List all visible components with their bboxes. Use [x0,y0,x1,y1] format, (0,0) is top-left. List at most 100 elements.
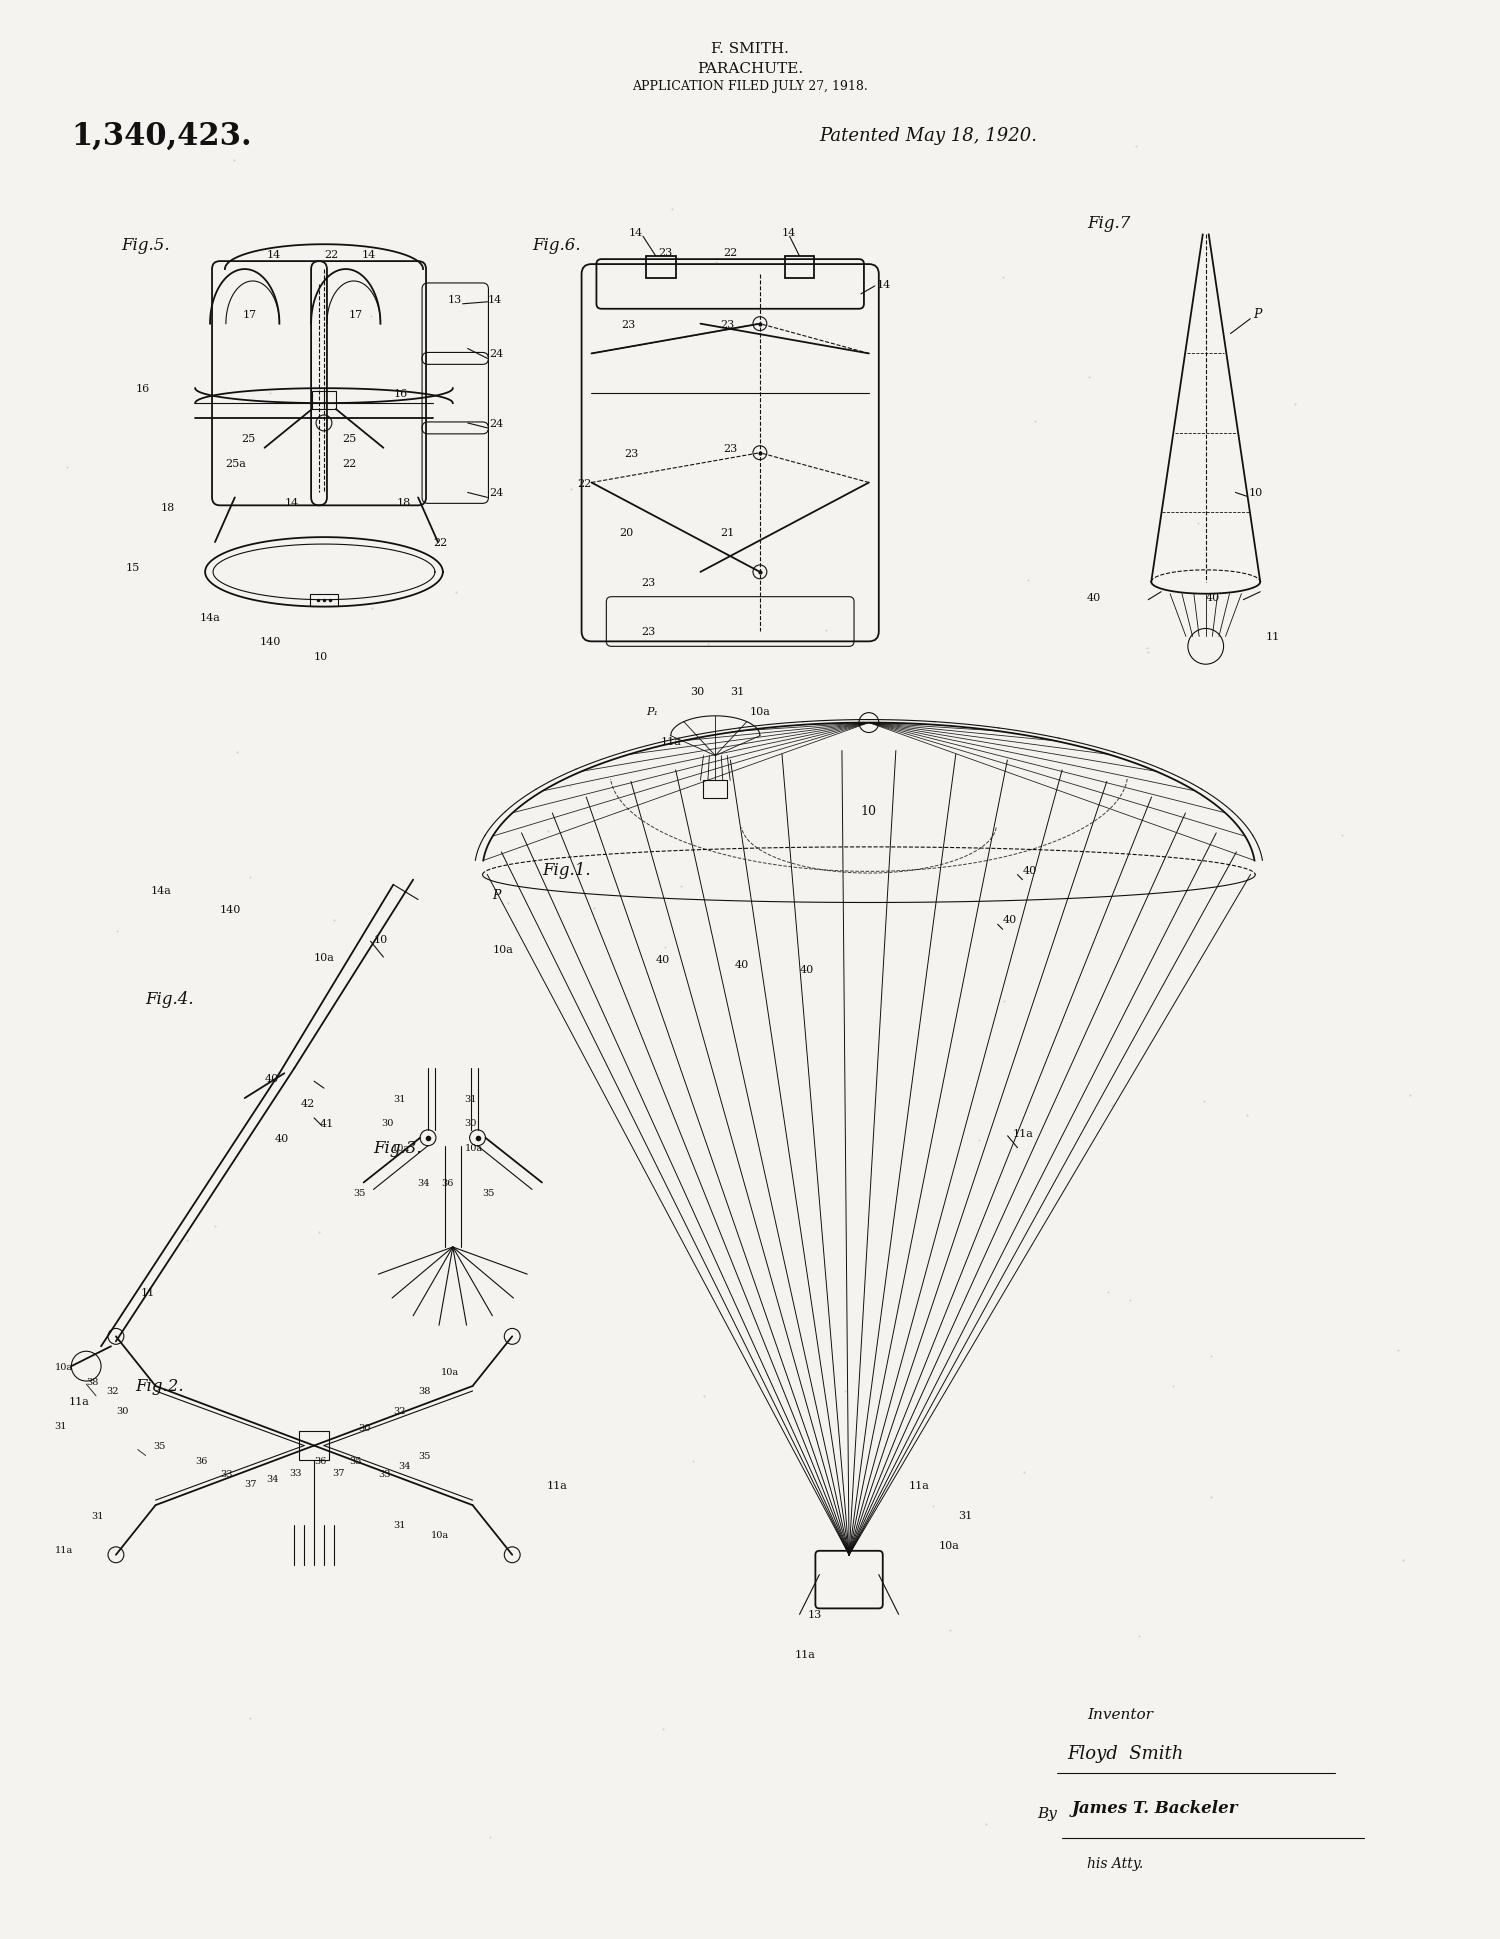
Text: 40: 40 [1002,915,1017,925]
Text: 14: 14 [628,229,644,238]
Text: 37: 37 [332,1468,345,1478]
Text: 11a: 11a [548,1481,568,1491]
Text: 10a: 10a [430,1530,448,1540]
Text: 17: 17 [348,310,363,320]
Text: 31: 31 [393,1520,406,1530]
Text: 13: 13 [807,1609,822,1619]
Text: Fig.7: Fig.7 [1088,215,1130,233]
Text: 21: 21 [720,527,735,537]
Text: 140: 140 [220,906,242,915]
Text: 1,340,423.: 1,340,423. [72,120,252,151]
Text: 10a: 10a [392,1144,410,1152]
Text: 23: 23 [723,444,738,454]
Text: 40: 40 [1023,865,1036,874]
Text: 14: 14 [878,279,891,289]
Text: Fig.6.: Fig.6. [532,237,580,254]
Text: 11a: 11a [54,1545,72,1555]
Text: Fig.2.: Fig.2. [135,1379,184,1394]
Text: 22: 22 [433,537,447,549]
Text: 18: 18 [160,502,176,514]
Text: 32: 32 [106,1386,118,1396]
Text: 10a: 10a [54,1361,72,1371]
Text: 40: 40 [656,954,670,964]
Text: 25: 25 [242,434,255,444]
Text: 23: 23 [640,626,656,638]
Text: P₁: P₁ [646,706,658,717]
Text: 40: 40 [264,1074,279,1084]
Bar [784,258,814,279]
Text: 38: 38 [86,1377,99,1386]
Text: 14: 14 [267,250,280,260]
Text: Fig.3.: Fig.3. [374,1140,422,1158]
Text: 14: 14 [362,250,376,260]
Text: 31: 31 [958,1510,972,1520]
Text: 32: 32 [393,1406,406,1415]
Text: 24: 24 [489,349,504,359]
Text: Inventor: Inventor [1088,1706,1152,1720]
Text: 40: 40 [274,1132,288,1144]
Text: 23: 23 [621,320,636,330]
Text: 16: 16 [135,384,150,394]
Bar [310,595,338,607]
Text: 10: 10 [374,935,388,944]
Text: 10a: 10a [441,1367,459,1377]
Text: Floyd  Smith: Floyd Smith [1066,1745,1184,1763]
Text: 17: 17 [243,310,256,320]
Text: 22: 22 [723,248,738,258]
Text: 30: 30 [358,1423,370,1433]
Text: 31: 31 [92,1510,104,1520]
Text: 11: 11 [1264,632,1280,642]
Text: P: P [492,888,501,902]
Text: 35: 35 [350,1456,361,1466]
Text: 140: 140 [260,638,280,648]
Text: F. SMITH.: F. SMITH. [711,41,789,56]
Text: 31: 31 [393,1094,406,1103]
Text: 34: 34 [267,1474,279,1483]
Text: James T. Backeler: James T. Backeler [1072,1799,1239,1817]
Text: 33: 33 [378,1470,392,1478]
Text: 31: 31 [465,1094,477,1103]
Text: 31: 31 [730,686,744,696]
Text: 36: 36 [441,1179,453,1187]
Text: 13: 13 [448,295,462,304]
Text: 30: 30 [116,1406,129,1415]
Text: 10a: 10a [314,952,334,962]
Text: 23: 23 [640,578,656,588]
Text: 35: 35 [153,1441,166,1450]
Text: 10: 10 [1248,489,1263,498]
Text: Fig.5.: Fig.5. [122,237,170,254]
Text: 20: 20 [620,527,633,537]
Bar [646,258,675,279]
Text: 23: 23 [720,320,735,330]
Text: 15: 15 [126,562,140,572]
Text: 22: 22 [324,250,338,260]
Text: 11a: 11a [909,1481,930,1491]
Text: 38: 38 [419,1386,430,1396]
Text: 22: 22 [578,479,591,489]
Text: 30: 30 [465,1119,477,1128]
Text: 25a: 25a [225,458,246,469]
Bar [312,392,336,409]
Text: 10: 10 [314,652,328,661]
Text: his Atty.: his Atty. [1088,1856,1143,1869]
Text: 33: 33 [220,1470,232,1478]
Bar [704,781,728,799]
Text: 14: 14 [285,498,298,508]
Text: 30: 30 [381,1119,394,1128]
Text: 11a: 11a [662,737,681,747]
Text: 10a: 10a [750,706,771,717]
Text: 11a: 11a [69,1396,88,1406]
Text: 33: 33 [290,1468,302,1478]
Text: APPLICATION FILED JULY 27, 1918.: APPLICATION FILED JULY 27, 1918. [632,79,868,93]
Text: 36: 36 [314,1456,327,1466]
Text: 31: 31 [54,1421,68,1431]
Text: 23: 23 [624,448,639,458]
Text: Fig.1.: Fig.1. [542,861,591,878]
Text: 11: 11 [141,1287,154,1297]
Text: 16: 16 [393,390,408,399]
Text: 25: 25 [342,434,355,444]
Text: 14: 14 [488,295,501,304]
Text: 40: 40 [800,964,814,975]
Text: 10: 10 [861,805,877,816]
Text: 34: 34 [417,1179,429,1187]
